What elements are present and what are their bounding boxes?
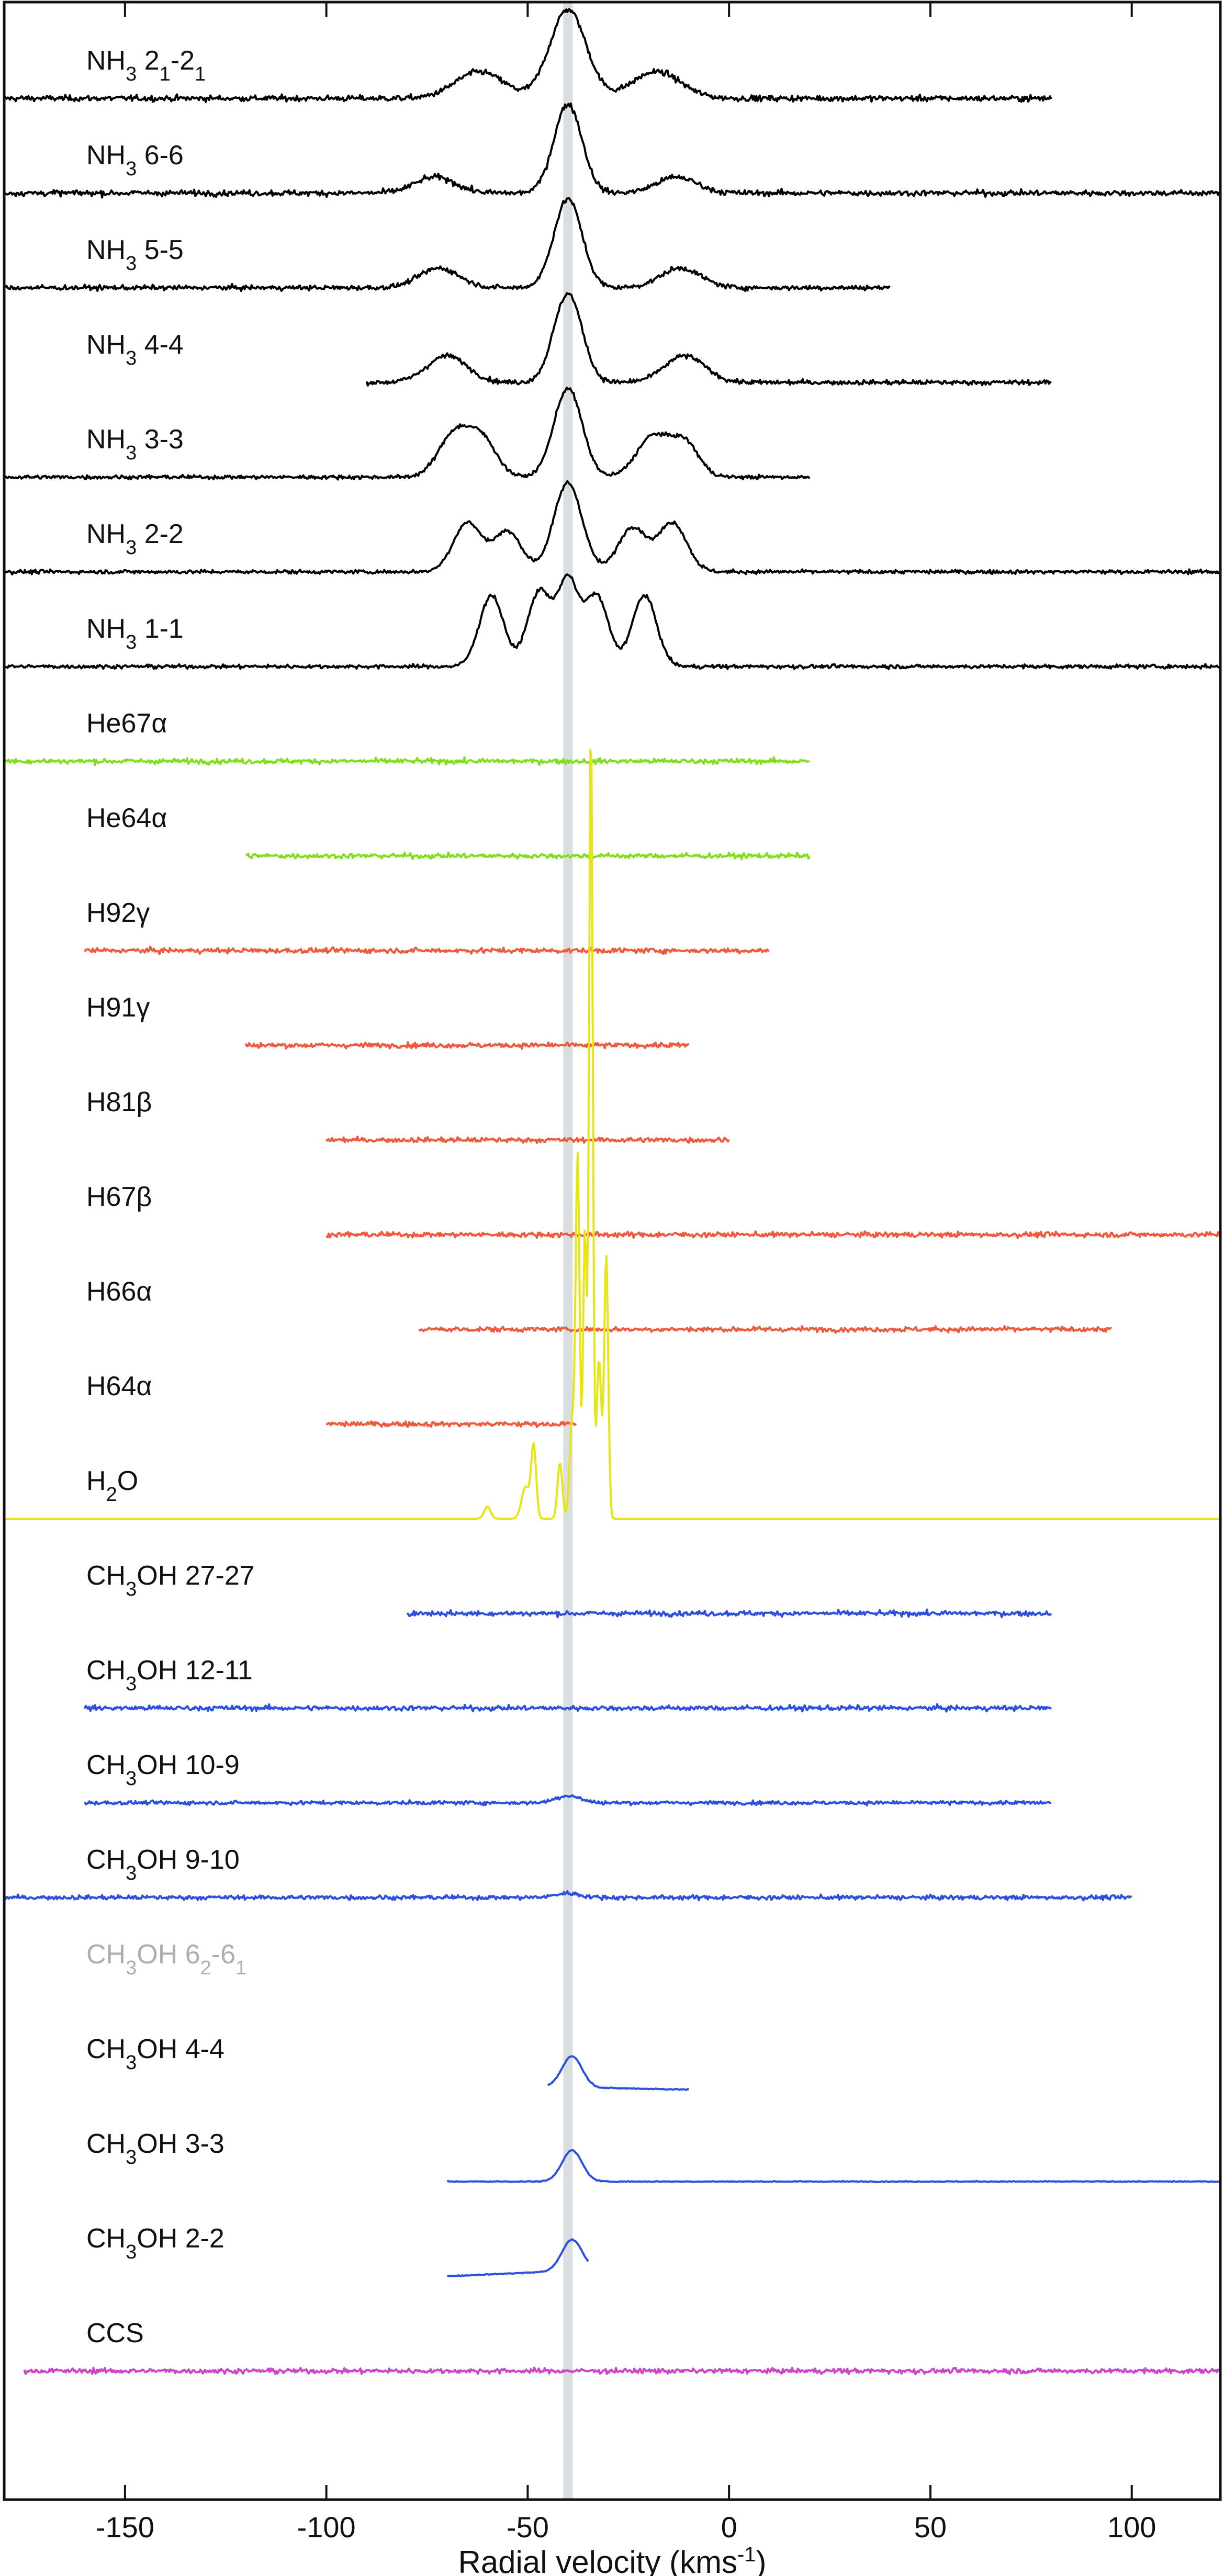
series-label: NH3 2-2 xyxy=(86,519,184,559)
reference-velocity-band xyxy=(563,2,573,2500)
spectrum-trace xyxy=(365,292,1052,387)
x-axis-title: Radial velocity (kms-1) xyxy=(458,2543,766,2576)
series-label: He64α xyxy=(86,803,167,833)
x-axis-ticks: -150 -100 -50 0 50 100 xyxy=(96,2,1156,2544)
x-tick-label: 50 xyxy=(914,2511,947,2544)
series-label: NH3 3-3 xyxy=(86,424,184,464)
series-label: NH3 21-21 xyxy=(86,46,206,85)
series-label: CH3OH 4-4 xyxy=(86,2034,224,2074)
series-label: H92γ xyxy=(86,898,150,928)
spectrum-trace xyxy=(3,573,1221,670)
spectrum-trace xyxy=(325,1230,1221,1239)
series-label: CH3OH 9-10 xyxy=(86,1845,240,1884)
spectrum-trace xyxy=(325,1135,730,1144)
spectrum-trace xyxy=(3,102,1221,199)
spectrum-trace xyxy=(23,2366,1221,2376)
spectrum-trace xyxy=(446,2149,1221,2184)
spectrum-trace xyxy=(325,1420,577,1428)
series-label: CCS xyxy=(86,2318,144,2348)
spectrum-trace xyxy=(547,2055,689,2091)
x-tick-label: 100 xyxy=(1107,2511,1156,2544)
spectrum-trace xyxy=(407,1608,1052,1619)
series-label: NH3 1-1 xyxy=(86,614,184,653)
series-label: CH3OH 3-3 xyxy=(86,2129,224,2168)
spectrum-trace xyxy=(244,1041,690,1050)
series-label: He67α xyxy=(86,708,167,739)
series-label: H64α xyxy=(86,1371,152,1402)
spectrum-trace xyxy=(447,2238,589,2278)
x-tick-label: 0 xyxy=(721,2511,737,2544)
series-label: CH3OH 12-11 xyxy=(86,1655,253,1695)
x-tick-label: -50 xyxy=(507,2511,549,2544)
spectrum-trace xyxy=(4,8,1052,103)
spectrum-trace xyxy=(84,1794,1051,1806)
spectrum-trace xyxy=(4,480,1221,575)
x-tick-label: -150 xyxy=(96,2511,154,2544)
series-label: H2O xyxy=(86,1466,138,1506)
spectrum-trace xyxy=(3,756,810,766)
series-label: H91γ xyxy=(86,992,150,1023)
series-label: CH3OH 2-2 xyxy=(86,2223,224,2263)
series-label: NH3 4-4 xyxy=(86,330,184,369)
series-label: H67β xyxy=(86,1182,152,1212)
spectrum-trace xyxy=(3,1890,1132,1902)
spectrum-trace xyxy=(245,851,811,861)
reference-velocity-band-rect xyxy=(563,2,573,2500)
series-label: CH3OH 62-61 xyxy=(86,1939,246,1979)
spectral-line-labels: NH3 21-21 NH3 6-6 NH3 5-5 NH3 4-4 NH3 3-3 NH3… xyxy=(86,46,255,2348)
series-label: H81β xyxy=(86,1087,152,1117)
series-label: CH3OH 27-27 xyxy=(86,1561,255,1600)
series-label: H66α xyxy=(86,1276,152,1307)
spectrum-trace xyxy=(84,945,770,955)
series-label: CH3OH 10-9 xyxy=(86,1750,240,1790)
spectrum-trace xyxy=(418,1325,1112,1334)
x-tick-label: -100 xyxy=(297,2511,356,2544)
spectrum-trace xyxy=(4,749,1220,1520)
plot-frame xyxy=(3,1,1222,2501)
spectrum-trace xyxy=(84,1703,1052,1713)
series-label: NH3 5-5 xyxy=(86,235,184,275)
spectral-traces xyxy=(3,8,1221,2376)
spectrum-trace xyxy=(4,197,891,292)
spectrum-trace xyxy=(4,387,811,481)
series-label: NH3 6-6 xyxy=(86,140,184,180)
